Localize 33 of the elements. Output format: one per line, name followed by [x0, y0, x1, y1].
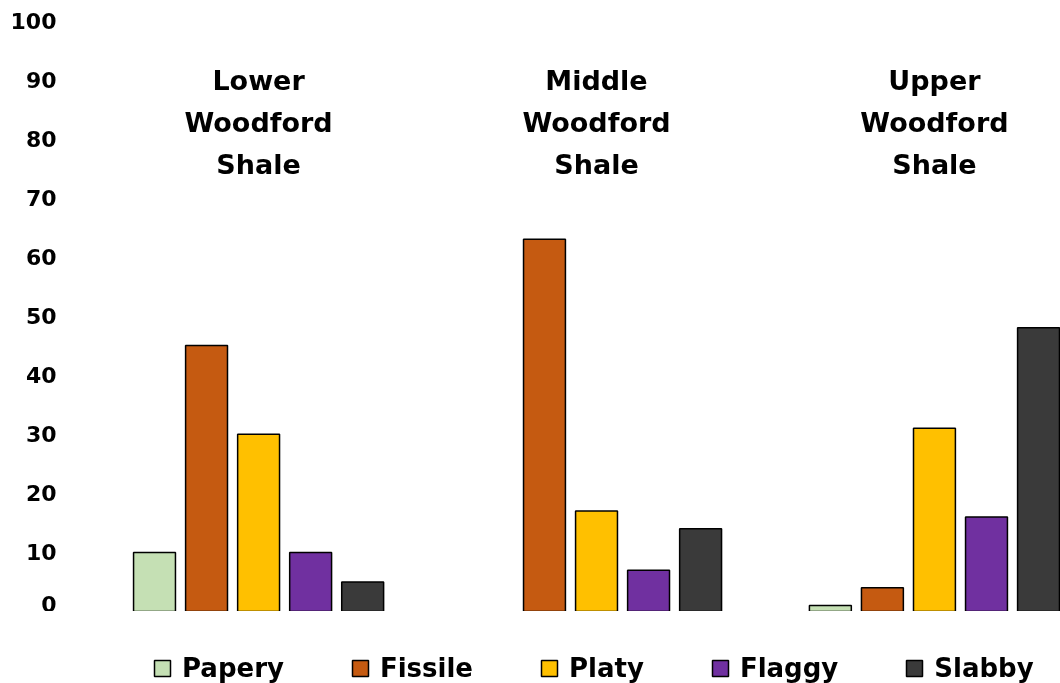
- y-tick-label: 50: [25, 304, 57, 329]
- bar: [236, 433, 281, 611]
- legend-label: Flaggy: [739, 653, 839, 683]
- x-tick-label: Middle Woodford Shale: [522, 64, 671, 180]
- bar: [184, 344, 229, 611]
- bar: [522, 238, 567, 611]
- bar: [1016, 327, 1060, 611]
- bar: [340, 581, 385, 611]
- y-tick-label: 80: [25, 126, 57, 152]
- y-tick-label: 40: [25, 363, 57, 389]
- legend-label: Slabby: [934, 653, 1034, 683]
- x-tick-label: Lower Woodford Shale: [184, 64, 333, 180]
- bar: [678, 528, 723, 611]
- y-tick-label: 60: [25, 244, 57, 270]
- bar: [964, 516, 1009, 611]
- y-tick-label: 100: [10, 8, 57, 34]
- y-tick-label: 0: [41, 591, 57, 617]
- y-tick-label: 20: [25, 481, 57, 507]
- bar: [288, 551, 333, 611]
- bar: [132, 551, 177, 611]
- x-tick-label: Upper Woodford Shale: [860, 64, 1009, 180]
- y-tick-label: 30: [25, 422, 57, 448]
- bar: [626, 569, 671, 611]
- bar: [574, 510, 619, 611]
- bar: [912, 427, 957, 611]
- y-tick-label: 10: [25, 540, 57, 566]
- legend-label: Fissile: [379, 653, 474, 683]
- y-tick-label: 70: [25, 185, 57, 211]
- y-tick-label: 90: [25, 67, 57, 93]
- bar: [808, 604, 853, 611]
- bar: [860, 587, 905, 611]
- legend-label: Platy: [569, 653, 644, 683]
- legend-label: Papery: [182, 653, 284, 683]
